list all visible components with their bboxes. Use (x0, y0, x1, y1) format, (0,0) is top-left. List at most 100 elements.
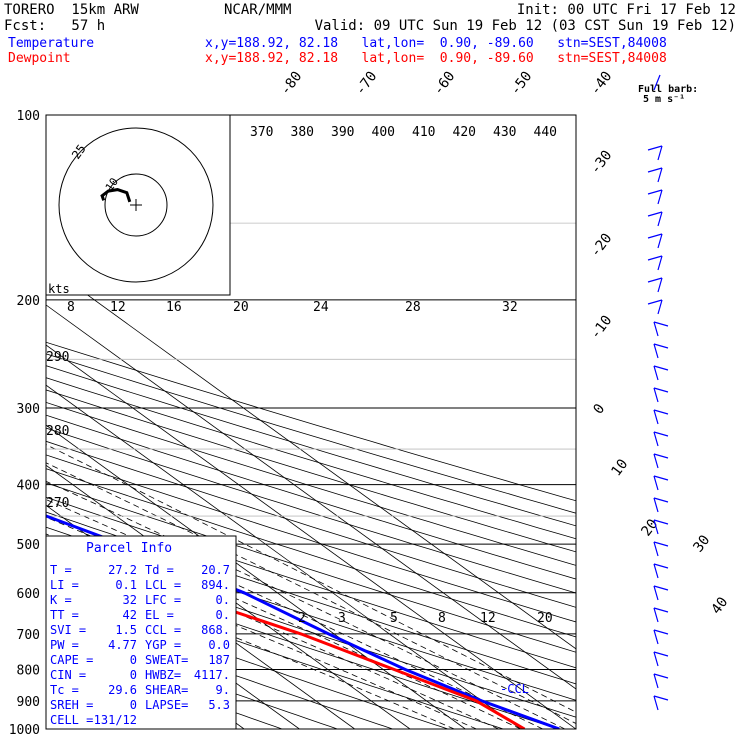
parcel-field: HWBZ= (145, 668, 181, 682)
wind-barb-flag (647, 299, 663, 305)
mixing-ratio-label: 12 (480, 611, 496, 626)
isotherm-tick-label: 20 (638, 516, 661, 539)
parcel-field: Tc = (50, 683, 79, 697)
wind-barb-flag (653, 475, 669, 481)
parcel-field: 4.77 (108, 638, 137, 652)
parcel-field: 894. (201, 578, 230, 592)
isotherm-tick-label: 0 (590, 401, 608, 417)
hodo-ring-label-25: 25 (69, 142, 89, 162)
wind-barb-flag (647, 145, 663, 151)
pressure-tick-label: 500 (17, 538, 40, 553)
mixing-ratio-label: 28 (405, 300, 421, 315)
wind-barb-flag (653, 409, 669, 415)
mixing-ratio-label: 20 (537, 611, 553, 626)
parcel-field: 29.6 (108, 683, 137, 697)
wind-barb (653, 409, 659, 425)
parcel-field: CAPE = (50, 653, 93, 667)
wind-barb (653, 695, 659, 711)
wind-barb (657, 211, 663, 227)
dry-adiabat-line (46, 468, 576, 638)
parcel-field: 1.5 (115, 623, 137, 637)
isotherm-tick-label: 10 (608, 456, 631, 479)
parcel-field: 20.7 (201, 563, 230, 577)
wind-barb-flag (653, 453, 669, 459)
mixing-ratio-label: 32 (502, 300, 518, 315)
isotherm-tick-label: -60 (430, 69, 458, 99)
isotherm-tick-label: -20 (587, 231, 615, 261)
pressure-tick-label: 400 (17, 479, 40, 494)
isotherm-tick-label: 30 (690, 532, 713, 555)
org-label: NCAR/MMM (224, 2, 292, 18)
wind-barb-flag (647, 277, 663, 283)
wind-barb-flag (647, 189, 663, 195)
parcel-field: T = (50, 563, 72, 577)
theta-tick-label: 430 (493, 125, 516, 140)
parcel-field: 42 (123, 608, 137, 622)
wind-barb (653, 585, 659, 601)
parcel-info-panel: Parcel Info T = 27.2 Td = 20.7 LI = 0.1 LCL = 8… (45, 535, 237, 730)
dry-adiabat-line (46, 482, 576, 653)
wind-barb-flag (653, 321, 669, 327)
wind-barb-flag (653, 629, 669, 635)
hodo-ring-outer (58, 127, 214, 283)
hodograph-trace (100, 188, 132, 203)
dry-adiabat-line (46, 574, 504, 729)
parcel-field: CCL = (145, 623, 181, 637)
isotherm-tick-label: -80 (277, 69, 305, 99)
dry-adiabat-line (46, 414, 576, 580)
forecast-hour: Fcst: 57 h (4, 18, 106, 34)
moist-adiabat-line (46, 548, 477, 729)
mixing-ratio-label: 8 (67, 300, 75, 315)
init-time: Init: 00 UTC Fri 17 Feb 12 (516, 2, 736, 18)
parcel-field: LAPSE= (145, 698, 188, 712)
full-barb-label: Full barb: (638, 84, 699, 95)
wind-barb-flag (653, 607, 669, 613)
parcel-field: PW = (50, 638, 79, 652)
isotherm-tick-label: -40 (587, 69, 615, 99)
parcel-field: 0.0 (208, 638, 230, 652)
pressure-tick-label: 900 (17, 695, 40, 710)
mixing-ratio-label: 3 (338, 611, 346, 626)
isotherm-line (46, 304, 576, 690)
pressure-tick-label: 800 (17, 663, 40, 678)
mixing-ratio-label: 12 (110, 300, 126, 315)
mixing-ratio-label: 8 (438, 611, 446, 626)
wind-barb (657, 189, 663, 205)
theta-tick-label: 390 (331, 125, 354, 140)
location-line-dewpoint: x,y=188.92, 82.18 lat,lon= 0.90, -89.60 … (205, 51, 667, 66)
parcel-field: CELL = (50, 713, 93, 727)
wind-barb (653, 365, 659, 381)
mixing-ratio-label: 24 (313, 300, 329, 315)
ccl-label: -CCL (500, 682, 529, 696)
dry-adiabat-line (46, 440, 576, 608)
pressure-tick-label: 100 (17, 109, 40, 124)
wind-barb (657, 167, 663, 183)
plot-frame (45, 114, 577, 730)
isotherm-line (46, 264, 576, 650)
wind-barb (653, 519, 659, 535)
valid-time: Valid: 09 UTC Sun 19 Feb 12 (03 CST Sun … (314, 18, 736, 34)
wind-barb (657, 277, 663, 293)
parcel-field: 32 (123, 593, 137, 607)
parcel-field: 5.3 (208, 698, 230, 712)
theta-tick-label: 420 (453, 125, 476, 140)
wind-barb-flag (653, 673, 669, 679)
full-barb-sample (653, 74, 661, 91)
isotherm-tick-label: -10 (587, 313, 615, 343)
parcel-field: 187 (208, 653, 230, 667)
wind-barb (653, 343, 659, 359)
wind-barb-flag (653, 387, 669, 393)
wind-barb-flag (653, 541, 669, 547)
wind-barb (657, 233, 663, 249)
wind-barb (653, 541, 659, 557)
mixing-ratio-label: 2 (298, 611, 306, 626)
header: TORERO 15km ARW NCAR/MMM Init: 00 UTC Fr… (0, 0, 740, 105)
pressure-tick-label: 700 (17, 628, 40, 643)
theta-tick-label: 410 (412, 125, 435, 140)
theta-tick-label: 270 (46, 496, 69, 511)
theta-tick-label: 380 (291, 125, 314, 140)
parcel-field: LI = (50, 578, 79, 592)
wind-barb (653, 475, 659, 491)
isotherm-tick-label: -50 (507, 69, 535, 99)
